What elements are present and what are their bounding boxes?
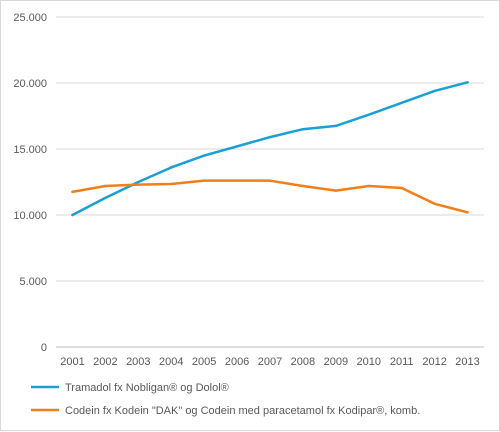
- data-point: [104, 184, 107, 188]
- x-tick-label: 2013: [455, 356, 479, 368]
- y-tick-label: 0: [41, 342, 47, 354]
- data-point: [334, 124, 338, 128]
- data-point: [170, 182, 173, 186]
- data-point: [268, 135, 272, 139]
- data-point: [137, 180, 140, 184]
- x-tick-label: 2010: [357, 356, 381, 368]
- x-tick-label: 2011: [390, 356, 414, 368]
- data-point: [170, 166, 173, 169]
- data-point: [466, 81, 469, 84]
- x-tick-label: 2005: [192, 356, 216, 368]
- data-point: [202, 179, 206, 182]
- data-point: [235, 179, 239, 182]
- data-point: [71, 190, 74, 194]
- x-tick-label: 2001: [60, 356, 84, 368]
- y-tick-label: 10.000: [13, 210, 47, 222]
- data-point: [400, 101, 403, 105]
- data-point: [367, 113, 370, 116]
- x-tick-label: 2008: [291, 356, 315, 368]
- data-point: [137, 183, 140, 186]
- legend: Tramadol fx Nobligan® og Dolol® Codein fx…: [31, 382, 420, 417]
- data-point: [400, 186, 403, 190]
- x-tick-label: 2003: [126, 356, 150, 368]
- data-point: [235, 145, 239, 148]
- x-tick-label: 2006: [225, 356, 249, 368]
- y-tick-label: 5.000: [19, 276, 47, 288]
- data-point: [367, 184, 370, 188]
- y-axis-ticks: 0 5.000 10.000 15.000 20.000 25.000: [13, 12, 47, 354]
- data-point: [104, 196, 107, 200]
- data-point: [301, 184, 305, 188]
- x-tick-label: 2009: [324, 356, 348, 368]
- data-point: [71, 213, 74, 217]
- series-line-1: [71, 179, 469, 214]
- legend-label-1: Codein fx Kodein "DAK" og Codein med par…: [65, 405, 420, 417]
- x-tick-label: 2012: [422, 356, 446, 368]
- legend-label-0: Tramadol fx Nobligan® og Dolol®: [65, 382, 229, 394]
- data-point: [334, 189, 338, 192]
- x-tick-label: 2002: [93, 356, 117, 368]
- data-point: [433, 202, 436, 205]
- data-point: [301, 128, 305, 131]
- x-tick-label: 2004: [159, 356, 183, 368]
- y-tick-label: 15.000: [13, 144, 47, 156]
- y-tick-label: 25.000: [13, 12, 47, 24]
- data-point: [466, 211, 469, 214]
- y-tick-label: 20.000: [13, 78, 47, 90]
- series-lines: [71, 81, 469, 217]
- data-point: [268, 179, 272, 182]
- data-point: [433, 89, 436, 93]
- x-tick-label: 2007: [258, 356, 282, 368]
- gridlines: [56, 16, 484, 282]
- x-axis-ticks: 2001 2002 2003 2004 2005 2006 2007 2008 2009 2010…: [60, 356, 480, 368]
- data-point: [202, 154, 206, 157]
